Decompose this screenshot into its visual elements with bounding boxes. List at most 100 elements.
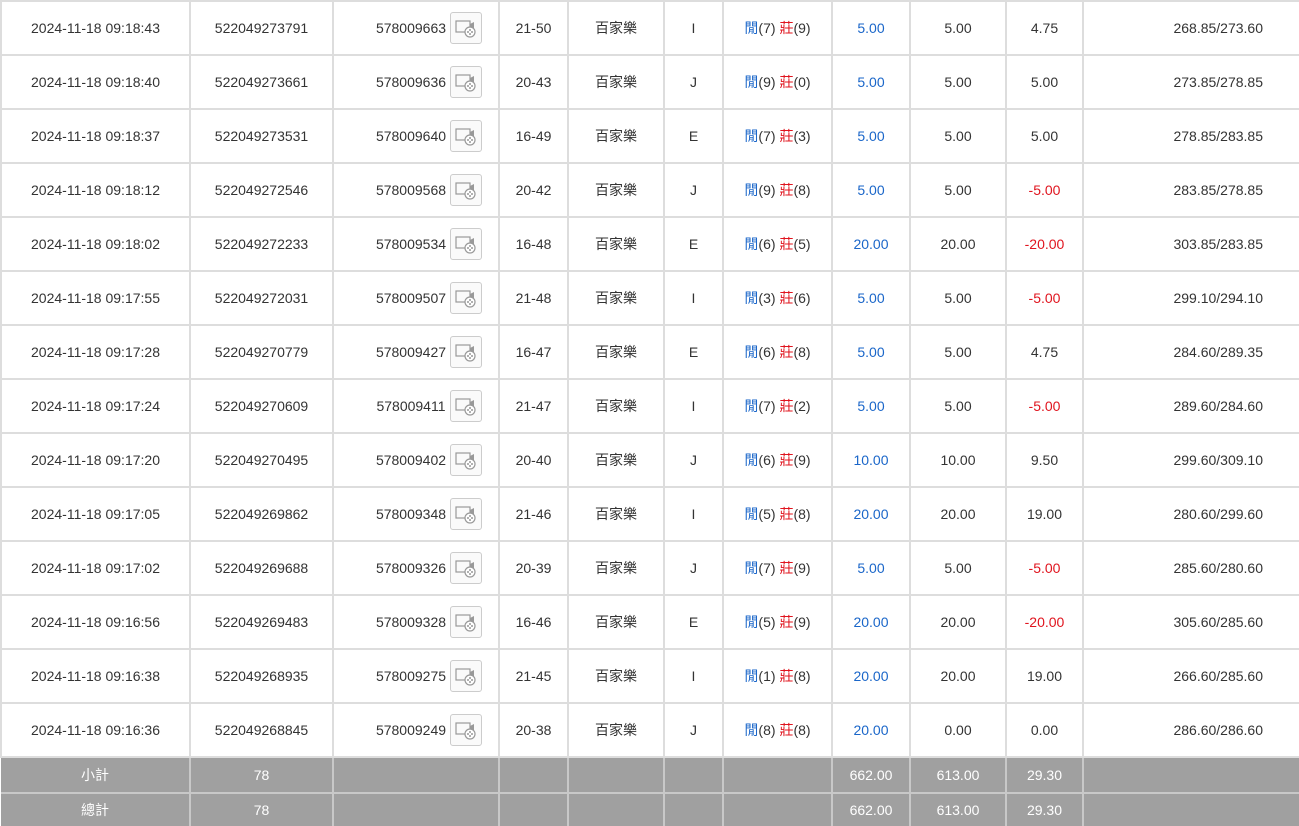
player-score: (6) xyxy=(758,344,776,360)
player-score: (9) xyxy=(758,182,776,198)
player-label: 閒 xyxy=(744,236,759,252)
video-button[interactable] xyxy=(450,282,483,314)
result: 閒(7) 莊(9) xyxy=(722,540,833,596)
table-body: 2024-11-18 09:18:43 522049273791 578009663… xyxy=(0,0,1299,758)
banker-label: 莊 xyxy=(779,344,794,360)
video-button[interactable] xyxy=(450,660,483,692)
game-id: 578009411 xyxy=(332,378,500,434)
video-button[interactable] xyxy=(450,174,483,206)
video-icon xyxy=(455,722,476,740)
video-icon xyxy=(455,290,476,308)
bet-id: 522049270495 xyxy=(189,432,334,488)
bet-id: 522049273531 xyxy=(189,108,334,164)
room: E xyxy=(663,216,724,272)
banker-score: (8) xyxy=(793,344,811,360)
game-id-text: 578009411 xyxy=(376,398,446,414)
subtotal-bet: 662.00 xyxy=(831,756,911,794)
bet-id: 522049270779 xyxy=(189,324,334,380)
subtotal-count: 78 xyxy=(189,756,334,794)
video-button[interactable] xyxy=(450,12,483,44)
player-label: 閒 xyxy=(744,128,759,144)
win-loss: 5.00 xyxy=(1005,108,1084,164)
valid-bet: 20.00 xyxy=(909,594,1007,650)
game-id: 578009348 xyxy=(332,486,500,542)
game-id: 578009326 xyxy=(332,540,500,596)
banker-score: (8) xyxy=(793,722,811,738)
balance: 299.10/294.10 xyxy=(1082,270,1299,326)
banker-label: 莊 xyxy=(779,236,794,252)
win-loss: -5.00 xyxy=(1005,540,1084,596)
valid-bet: 5.00 xyxy=(909,54,1007,110)
table-row: 2024-11-18 09:17:05 522049269862 578009348… xyxy=(0,486,1299,542)
total-row: 總計 78 662.00 613.00 29.30 xyxy=(1,792,1299,826)
game-id-wrap: 578009402 xyxy=(335,444,497,476)
result: 閒(6) 莊(8) xyxy=(722,324,833,380)
subtotal-valid: 613.00 xyxy=(909,756,1007,794)
banker-score: (9) xyxy=(793,560,811,576)
bet-time: 2024-11-18 09:17:05 xyxy=(0,486,191,542)
player-score: (1) xyxy=(758,668,776,684)
player-score: (5) xyxy=(758,506,776,522)
win-loss: 5.00 xyxy=(1005,54,1084,110)
table-row: 2024-11-18 09:17:28 522049270779 578009427… xyxy=(0,324,1299,380)
video-button[interactable] xyxy=(450,120,483,152)
video-button[interactable] xyxy=(450,606,483,638)
game-id-wrap: 578009249 xyxy=(335,714,497,746)
video-button[interactable] xyxy=(449,390,482,422)
total-label: 總計 xyxy=(1,792,191,826)
bet-id: 522049268845 xyxy=(189,702,334,758)
win-loss: 4.75 xyxy=(1005,324,1084,380)
bet-amount: 5.00 xyxy=(831,378,911,434)
player-label: 閒 xyxy=(744,74,759,90)
player-label: 閒 xyxy=(744,722,759,738)
table-row: 2024-11-18 09:18:43 522049273791 578009663… xyxy=(0,0,1299,56)
video-button[interactable] xyxy=(450,336,483,368)
video-button[interactable] xyxy=(450,228,483,260)
video-button[interactable] xyxy=(450,66,483,98)
balance: 305.60/285.60 xyxy=(1082,594,1299,650)
player-score: (6) xyxy=(758,236,776,252)
empty-cell xyxy=(332,792,500,826)
game-id-text: 578009402 xyxy=(375,452,447,468)
bet-amount: 20.00 xyxy=(831,486,911,542)
bet-id: 522049272546 xyxy=(189,162,334,218)
table-id: 21-48 xyxy=(498,270,569,326)
room: J xyxy=(663,540,724,596)
player-label: 閒 xyxy=(744,290,759,306)
video-button[interactable] xyxy=(450,444,483,476)
table-row: 2024-11-18 09:17:55 522049272031 578009507… xyxy=(0,270,1299,326)
player-score: (5) xyxy=(758,614,776,630)
video-button[interactable] xyxy=(450,714,483,746)
banker-score: (0) xyxy=(793,74,811,90)
video-icon xyxy=(455,74,476,92)
empty-cell xyxy=(722,756,833,794)
total-valid: 613.00 xyxy=(909,792,1007,826)
video-button[interactable] xyxy=(450,552,483,584)
video-button[interactable] xyxy=(450,498,483,530)
banker-label: 莊 xyxy=(779,128,794,144)
player-label: 閒 xyxy=(744,452,759,468)
player-label: 閒 xyxy=(744,398,759,414)
game-id-text: 578009640 xyxy=(375,128,447,144)
table-id: 20-42 xyxy=(498,162,569,218)
bet-time: 2024-11-18 09:17:28 xyxy=(0,324,191,380)
game-name: 百家樂 xyxy=(567,0,665,56)
game-id-wrap: 578009348 xyxy=(335,498,497,530)
player-score: (7) xyxy=(758,398,776,414)
result: 閒(6) 莊(5) xyxy=(722,216,833,272)
table-id: 21-47 xyxy=(498,378,569,434)
bet-id: 522049269688 xyxy=(189,540,334,596)
table-row: 2024-11-18 09:18:02 522049272233 578009534… xyxy=(0,216,1299,272)
valid-bet: 5.00 xyxy=(909,0,1007,56)
bet-time: 2024-11-18 09:17:02 xyxy=(0,540,191,596)
game-name: 百家樂 xyxy=(567,270,665,326)
room: J xyxy=(663,702,724,758)
banker-label: 莊 xyxy=(779,182,794,198)
bet-time: 2024-11-18 09:18:43 xyxy=(0,0,191,56)
banker-score: (8) xyxy=(793,506,811,522)
room: I xyxy=(663,0,724,56)
table-id: 21-45 xyxy=(498,648,569,704)
win-loss: 0.00 xyxy=(1005,702,1084,758)
video-icon xyxy=(455,560,476,578)
